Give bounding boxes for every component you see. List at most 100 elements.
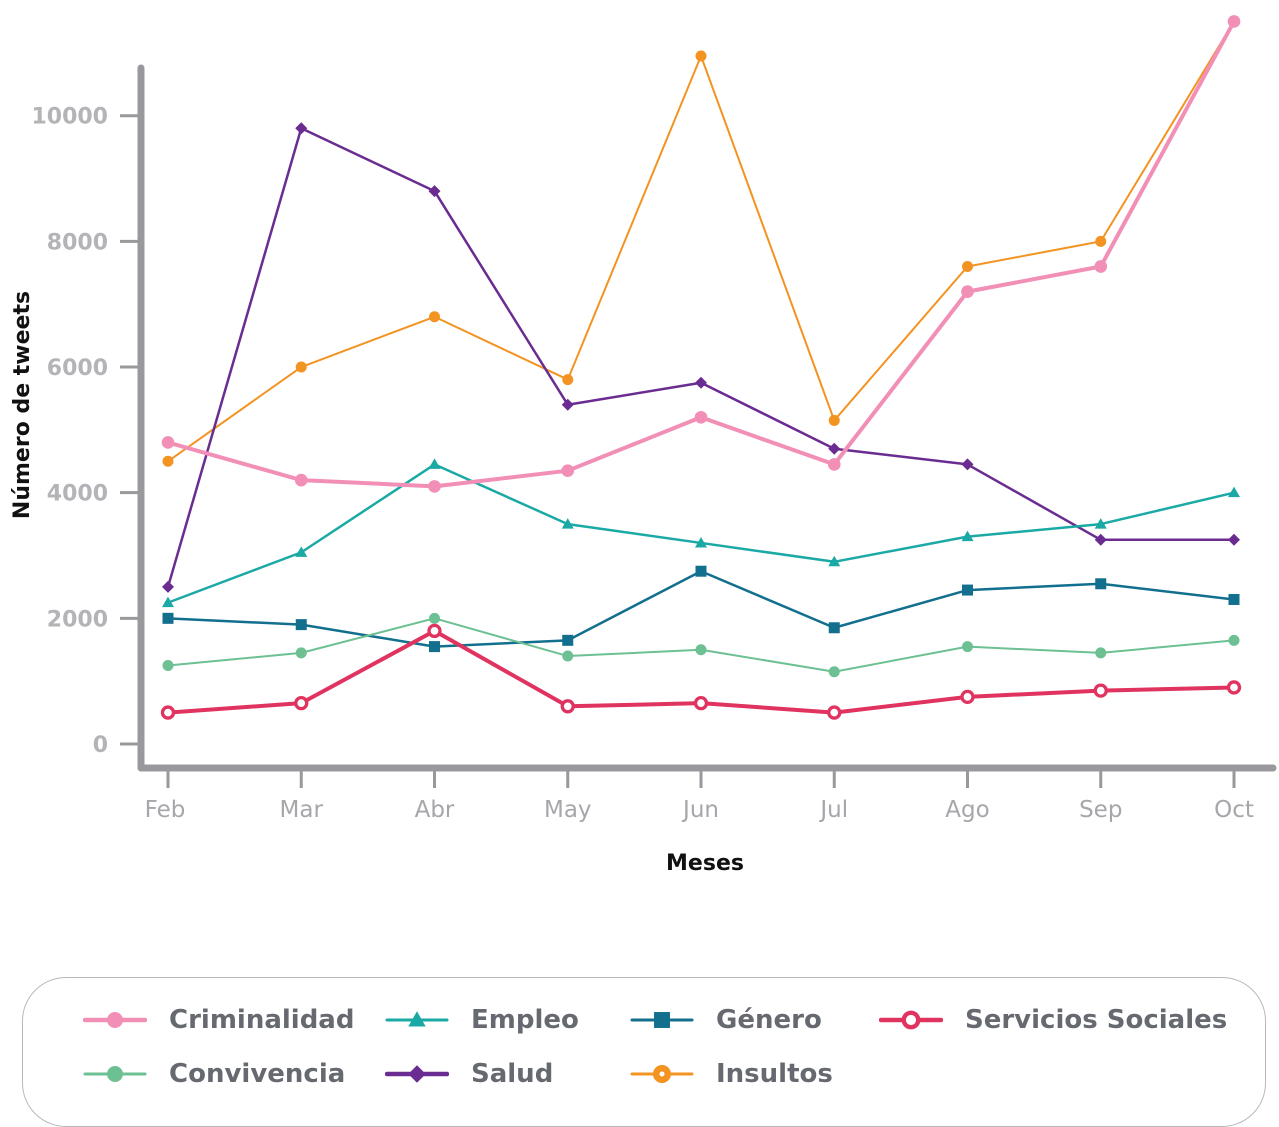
data-point (429, 311, 440, 323)
x-tick-label: Abr (415, 797, 455, 823)
data-point (1095, 235, 1107, 247)
data-point (1094, 260, 1108, 273)
data-point (428, 185, 441, 198)
data-point (562, 374, 574, 386)
y-tick-label: 4000 (47, 482, 108, 507)
data-point (295, 122, 308, 135)
series-salud (162, 122, 1240, 593)
x-axis-ticks: Feb Mar Abr May Jun Jul Ago Sep Oct (145, 768, 1254, 823)
data-point (561, 518, 574, 529)
x-tick-label: Sep (1079, 797, 1122, 823)
data-point (1228, 533, 1240, 546)
data-point (827, 705, 842, 720)
legend-label: Insultos (716, 1059, 833, 1089)
y-tick-label: 0 (93, 733, 108, 758)
data-point (1094, 533, 1107, 546)
legend: Criminalidad Empleo Género Servicios Social… (22, 977, 1266, 1127)
y-tick-label: 8000 (47, 230, 108, 255)
data-point (1228, 634, 1240, 646)
data-point (695, 536, 707, 548)
legend-label: Convivencia (169, 1059, 346, 1089)
x-tick-label: May (544, 797, 592, 823)
data-point (695, 50, 707, 62)
data-point (562, 634, 574, 646)
data-point (294, 473, 308, 487)
data-point (962, 260, 973, 272)
data-point (827, 458, 841, 471)
legend-label: Salud (471, 1059, 554, 1089)
legend-swatch (630, 1065, 694, 1083)
data-point (1228, 593, 1240, 605)
series-criminalidad (161, 15, 1241, 493)
data-point (295, 361, 307, 373)
legend-label: Criminalidad (169, 1005, 355, 1035)
data-point (295, 546, 308, 557)
data-point (295, 619, 307, 631)
legend-item-criminalidad: Criminalidad (83, 1000, 354, 1040)
series-layer (160, 15, 1242, 720)
legend-swatch (385, 1011, 449, 1027)
legend-swatch (630, 1012, 694, 1028)
data-point (1227, 15, 1241, 28)
x-tick-label: Ago (945, 797, 989, 823)
data-point (1228, 486, 1240, 498)
data-point (162, 612, 174, 624)
legend-swatch (83, 1012, 147, 1028)
data-point (161, 436, 175, 449)
series-servicios-sociales (160, 623, 1242, 720)
data-point (962, 584, 973, 596)
legend-item-insultos: Insultos (630, 1054, 833, 1094)
series-line (166, 569, 1236, 648)
data-point (1094, 518, 1107, 529)
data-point (828, 622, 840, 634)
legend-swatch (879, 1010, 943, 1030)
data-point (561, 398, 574, 411)
y-tick-label: 2000 (47, 607, 108, 632)
legend-label: Género (716, 1005, 822, 1035)
data-point (828, 555, 841, 567)
legend-item-servicios-sociales: Servicios Sociales (879, 1000, 1227, 1040)
data-point (1093, 683, 1108, 698)
data-point (961, 530, 974, 542)
legend-label: Servicios Sociales (965, 1005, 1228, 1035)
data-point (695, 644, 707, 656)
series-convivencia (162, 612, 1240, 678)
data-point (427, 623, 442, 639)
y-tick-label: 10000 (31, 105, 108, 130)
data-point (695, 376, 707, 389)
data-point (1095, 647, 1107, 659)
legend-item-genero: Género (630, 1000, 822, 1040)
data-point (429, 641, 440, 653)
data-point (162, 659, 174, 671)
data-point (295, 647, 307, 659)
legend-item-convivencia: Convivencia (83, 1054, 345, 1094)
data-point (1226, 680, 1242, 695)
data-point (695, 565, 707, 577)
data-point (961, 285, 974, 298)
x-tick-label: Mar (280, 797, 324, 823)
series-insultos (162, 15, 1240, 467)
data-point (428, 458, 441, 469)
data-point (962, 641, 973, 653)
legend-label: Empleo (471, 1005, 579, 1035)
x-tick-label: Jun (681, 797, 719, 823)
x-tick-label: Feb (145, 797, 186, 823)
chart-axes (137, 64, 1277, 772)
data-point (162, 596, 174, 608)
x-tick-label: Jul (818, 797, 848, 823)
y-axis-ticks: 0 2000 4000 6000 8000 10000 (31, 105, 141, 758)
data-point (428, 480, 441, 493)
y-tick-label: 6000 (47, 356, 108, 381)
data-point (828, 414, 840, 426)
x-axis-title: Meses (666, 851, 744, 876)
data-point (162, 580, 174, 593)
data-point (561, 464, 575, 478)
data-point (961, 458, 974, 471)
data-point (1095, 578, 1107, 590)
legend-swatch (385, 1065, 449, 1083)
series-genero (162, 565, 1240, 653)
data-point (562, 650, 574, 662)
legend-item-salud: Salud (385, 1054, 553, 1094)
series-empleo (162, 458, 1240, 608)
